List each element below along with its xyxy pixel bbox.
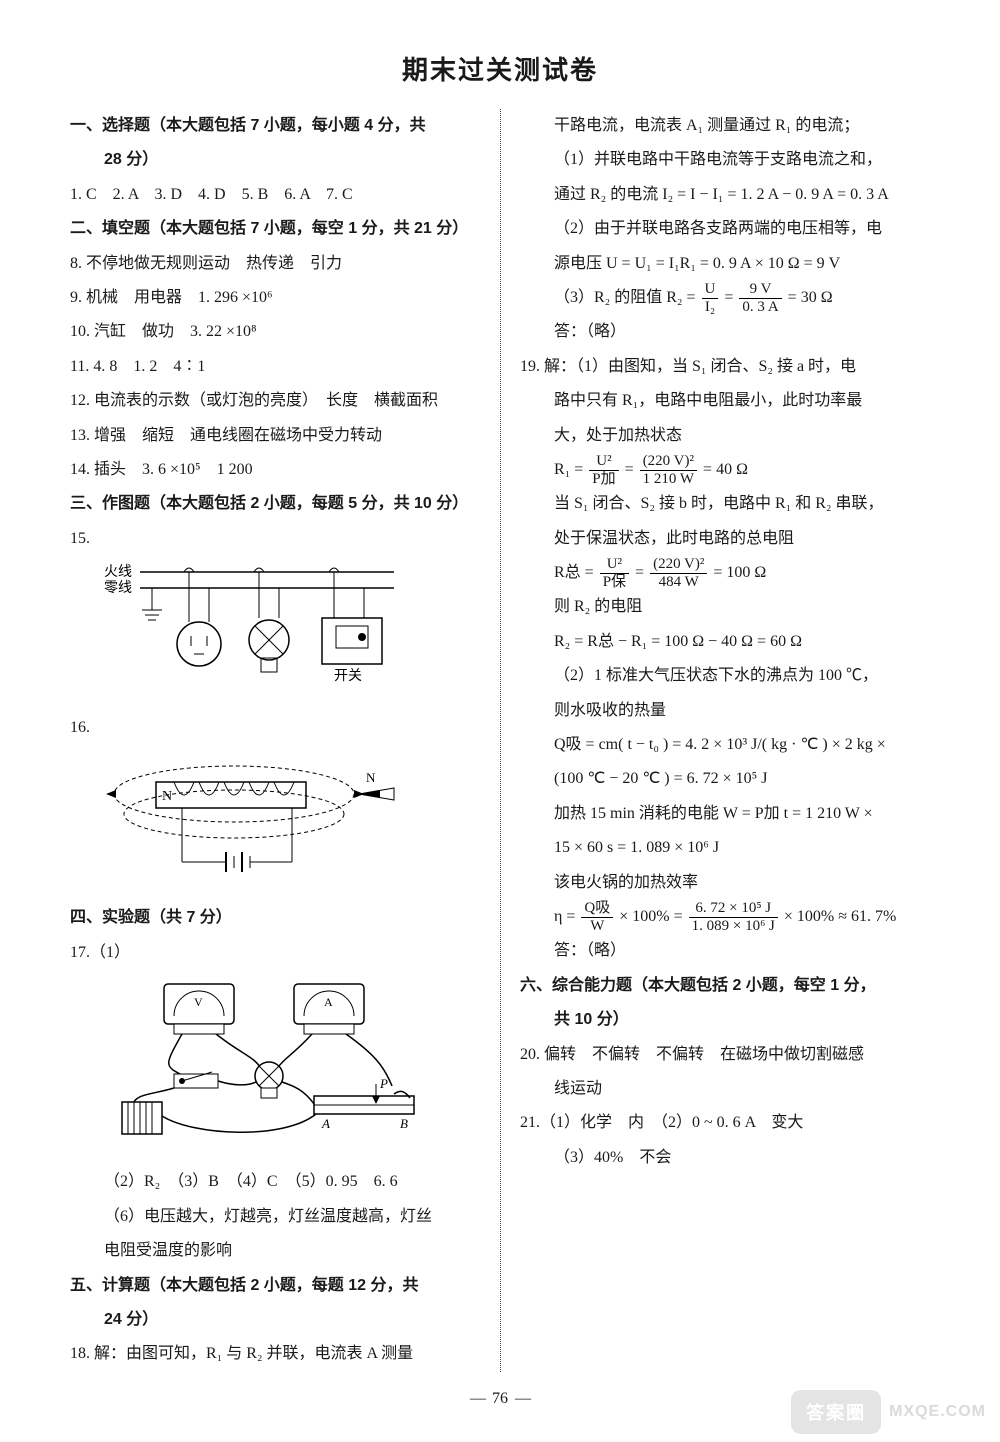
q19d-frac1: U²P加	[589, 453, 618, 487]
q19g-mid: =	[635, 564, 648, 581]
q19-line-l: Q吸 = cm( t − t₀ ) = 4. 2 × 10³ J/( kg · …	[520, 728, 930, 762]
watermark-site: MXQE.COM	[889, 1403, 986, 1421]
q19-line-j: （2）1 标准大气压状态下水的沸点为 100 ℃，	[520, 659, 930, 693]
section-5-heading-line2: 24 分）	[70, 1303, 480, 1337]
q19-line-o: 15 × 60 s = 1. 089 × 10⁶ J	[520, 831, 930, 865]
q14: 14. 插头 3. 6 ×10⁵ 1 200	[70, 453, 480, 487]
q15-circuit-diagram: 火线 零线	[104, 562, 480, 705]
q19-line-p: 该电火锅的加热效率	[520, 866, 930, 900]
q18f-frac1: UI₂	[702, 281, 719, 315]
q15-huoxian-label: 火线	[104, 564, 132, 580]
q19-line-k: 则水吸收的热量	[520, 694, 930, 728]
q19-line-n: 加热 15 min 消耗的电能 W = P加 t = 1 210 W ×	[520, 797, 930, 831]
q19q-pre: η =	[554, 908, 579, 925]
footer-dash-left: —	[470, 1390, 488, 1407]
page-root: 期末过关测试卷 一、选择题（本大题包括 7 小题，每小题 4 分，共 28 分）…	[0, 0, 1000, 1442]
q19-line-b: 路中只有 R₁，电路中电阻最小，此时功率最	[520, 384, 930, 418]
q18-line-c: 通过 R₂ 的电流 I₂ = I − I₁ = 1. 2 A − 0. 9 A …	[520, 178, 930, 212]
q17-label: 17.（1）	[70, 936, 480, 970]
q19-line-q: η = Q吸W × 100% = 6. 72 × 10⁵ J1. 089 × 1…	[520, 900, 930, 934]
q19d-post: = 40 Ω	[703, 461, 748, 478]
q21-line-a: 21.（1）化学 内 （2）0 ~ 0. 6 A 变大	[520, 1106, 930, 1140]
q19-line-c: 大，处于加热状态	[520, 419, 930, 453]
svg-text:A: A	[324, 995, 333, 1009]
q18f-mid: =	[724, 289, 737, 306]
q17-answer-6b: 电阻受温度的影响	[70, 1234, 480, 1268]
page-number: 76	[492, 1390, 508, 1407]
svg-text:P: P	[379, 1076, 388, 1091]
q19d-mid: =	[625, 461, 638, 478]
q16-label: 16.	[70, 711, 480, 745]
q18f-frac2: 9 V0. 3 A	[739, 281, 781, 315]
svg-text:N: N	[366, 770, 376, 785]
q9: 9. 机械 用电器 1. 296 ×10⁶	[70, 281, 480, 315]
svg-text:N: N	[162, 789, 172, 804]
q19-line-g: R总 = U²P保 = (220 V)²484 W = 100 Ω	[520, 556, 930, 590]
section-4-heading: 四、实验题（共 7 分）	[70, 901, 480, 935]
q18-line-d: （2）由于并联电路各支路两端的电压相等，电	[520, 212, 930, 246]
q19-line-i: R₂ = R总 − R₁ = 100 Ω − 40 Ω = 60 Ω	[520, 625, 930, 659]
section-2-heading: 二、填空题（本大题包括 7 小题，每空 1 分，共 21 分）	[70, 212, 480, 246]
q18f-post: = 30 Ω	[788, 289, 833, 306]
watermark-logo: 答案圈	[791, 1390, 881, 1434]
q19-line-d: R₁ = U²P加 = (220 V)²1 210 W = 40 Ω	[520, 453, 930, 487]
section-1-heading-line2: 28 分）	[70, 143, 480, 177]
q19-line-m: (100 ℃ − 20 ℃ ) = 6. 72 × 10⁵ J	[520, 762, 930, 796]
svg-text:V: V	[194, 995, 203, 1009]
q15-lingxian-label: 零线	[104, 580, 132, 596]
q19g-post: = 100 Ω	[713, 564, 766, 581]
q17-answer-6a: （6）电压越大，灯越亮，灯丝温度越高，灯丝	[70, 1200, 480, 1234]
q15-switch-label: 开关	[334, 668, 362, 684]
section-6-heading: 六、综合能力题（本大题包括 2 小题，每空 1 分，	[520, 969, 930, 1003]
q19d-frac2: (220 V)²1 210 W	[640, 453, 697, 487]
q18-line-a: 干路电流，电流表 A₁ 测量通过 R₁ 的电流；	[520, 109, 930, 143]
right-column: 干路电流，电流表 A₁ 测量通过 R₁ 的电流； （1）并联电路中干路电流等于支…	[500, 109, 930, 1372]
q19q-post: × 100% ≈ 61. 7%	[784, 908, 896, 925]
q18: 18. 解：由图可知，R₁ 与 R₂ 并联，电流表 A 测量	[70, 1337, 480, 1371]
q18-line-g: 答：（略）	[520, 315, 930, 349]
q19g-frac2: (220 V)²484 W	[650, 556, 707, 590]
q19q-frac2: 6. 72 × 10⁵ J1. 089 × 10⁶ J	[689, 900, 778, 934]
q18-line-b: （1）并联电路中干路电流等于支路电流之和，	[520, 143, 930, 177]
section-5-heading: 五、计算题（本大题包括 2 小题，每题 12 分，共	[70, 1269, 480, 1303]
column-divider	[500, 109, 501, 1372]
q19-line-a: 19. 解：（1）由图知，当 S₁ 闭合、S₂ 接 a 时，电	[520, 350, 930, 384]
q19g-pre: R总 =	[554, 564, 598, 581]
q19-line-f: 处于保温状态，此时电路的总电阻	[520, 522, 930, 556]
svg-text:B: B	[400, 1116, 408, 1131]
section-1-answers: 1. C 2. A 3. D 4. D 5. B 6. A 7. C	[70, 178, 480, 212]
footer-dash-right: —	[512, 1390, 530, 1407]
q20-line-b: 线运动	[520, 1072, 930, 1106]
q19-line-h: 则 R₂ 的电阻	[520, 590, 930, 624]
q8: 8. 不停地做无规则运动 热传递 引力	[70, 247, 480, 281]
left-column: 一、选择题（本大题包括 7 小题，每小题 4 分，共 28 分） 1. C 2.…	[70, 109, 500, 1372]
section-3-heading: 三、作图题（本大题包括 2 小题，每题 5 分，共 10 分）	[70, 487, 480, 521]
q20-line-a: 20. 偏转 不偏转 不偏转 在磁场中做切割磁感	[520, 1038, 930, 1072]
q13: 13. 增强 缩短 通电线圈在磁场中受力转动	[70, 419, 480, 453]
q17-answers-2to5: （2）R₂ （3）B （4）C （5）0. 95 6. 6	[70, 1165, 480, 1199]
q21-line-b: （3）40% 不会	[520, 1141, 930, 1175]
svg-text:A: A	[321, 1116, 330, 1131]
q12: 12. 电流表的示数（或灯泡的亮度） 长度 横截面积	[70, 384, 480, 418]
q11: 11. 4. 8 1. 2 4∶1	[70, 350, 480, 384]
q19q-mid1: × 100% =	[619, 908, 686, 925]
q15-label: 15.	[70, 522, 480, 556]
watermark: 答案圈 MXQE.COM	[791, 1390, 986, 1434]
q19-line-e: 当 S₁ 闭合、S₂ 接 b 时，电路中 R₁ 和 R₂ 串联，	[520, 487, 930, 521]
page-title: 期末过关测试卷	[70, 50, 930, 87]
two-column-layout: 一、选择题（本大题包括 7 小题，每小题 4 分，共 28 分） 1. C 2.…	[70, 109, 930, 1372]
q18f-pre: （3）R₂ 的阻值 R₂ =	[554, 289, 700, 306]
q10: 10. 汽缸 做功 3. 22 ×10⁸	[70, 315, 480, 349]
q18-line-e: 源电压 U = U₁ = I₁R₁ = 0. 9 A × 10 Ω = 9 V	[520, 247, 930, 281]
q19-line-r: 答：（略）	[520, 934, 930, 968]
q18-line-f: （3）R₂ 的阻值 R₂ = UI₂ = 9 V0. 3 A = 30 Ω	[520, 281, 930, 315]
q19q-frac1: Q吸W	[581, 900, 613, 934]
q16-solenoid-diagram: N N	[104, 752, 480, 895]
q19d-pre: R₁ =	[554, 461, 587, 478]
section-1-heading: 一、选择题（本大题包括 7 小题，每小题 4 分，共	[70, 109, 480, 143]
q19g-frac1: U²P保	[600, 556, 629, 590]
q17-experiment-diagram: V A	[104, 976, 480, 1159]
section-6-heading-line2: 共 10 分）	[520, 1003, 930, 1037]
